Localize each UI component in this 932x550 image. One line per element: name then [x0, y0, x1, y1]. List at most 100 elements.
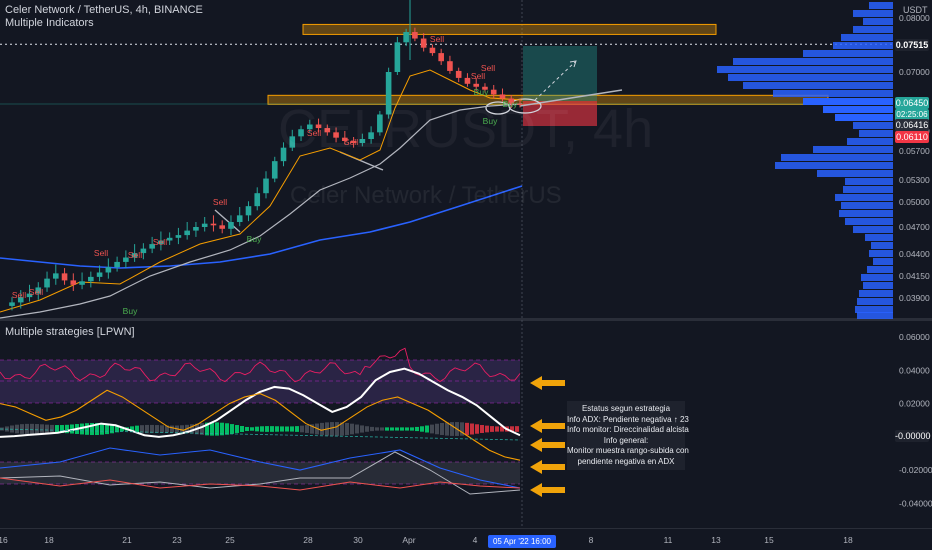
osc-histogram-bar	[275, 426, 279, 432]
candle-body	[88, 276, 94, 282]
candle-body	[464, 77, 471, 84]
indicators-label[interactable]: Multiple Indicators	[5, 17, 94, 29]
candle-body	[482, 86, 488, 90]
sell-signal: Sell	[344, 137, 358, 147]
osc-histogram-bar	[475, 424, 479, 434]
pane2-label[interactable]: Multiple strategies [LPWN]	[5, 326, 135, 338]
time-tick-label: 11	[664, 535, 673, 545]
buy-signal: Buy	[483, 116, 498, 126]
candle-body	[175, 235, 182, 238]
osc-histogram-bar	[450, 422, 454, 436]
osc-histogram-bar	[420, 426, 424, 432]
sell-signal: Sell	[471, 71, 485, 81]
price-tick-label: 0.04700	[899, 222, 930, 232]
candle-body	[219, 225, 226, 229]
volume-profile-bar	[869, 2, 893, 9]
candle-body	[359, 139, 366, 143]
time-tick-label: 18	[843, 535, 853, 545]
candle-body	[377, 114, 383, 133]
candle-body	[52, 273, 59, 279]
time-tick-label: Apr	[402, 535, 415, 545]
time-tick-label: 21	[122, 535, 132, 545]
osc-histogram-bar	[345, 422, 349, 436]
osc-histogram-bar	[390, 427, 394, 431]
osc-histogram-bar	[255, 426, 259, 432]
candle-body	[298, 129, 304, 137]
osc-histogram-bar	[515, 426, 519, 432]
crosshair-time: 16:00	[530, 537, 552, 546]
osc-histogram-bar	[220, 422, 224, 436]
volume-profile-bar	[843, 186, 893, 193]
osc-histogram-bar	[150, 424, 154, 434]
osc-histogram-bar	[490, 426, 494, 432]
osc-histogram-bar	[285, 426, 289, 432]
osc-histogram-bar	[385, 427, 389, 431]
osc-histogram-bar	[60, 425, 64, 433]
osc-histogram-bar	[115, 425, 119, 433]
candle-body	[280, 147, 287, 162]
candle-body	[394, 42, 401, 72]
sell-signal: Sell	[213, 197, 227, 207]
osc-histogram-bar	[55, 425, 59, 433]
osc-histogram-bar	[270, 426, 274, 432]
candles	[9, 0, 523, 311]
osc-histogram-bar	[405, 427, 409, 431]
time-tick-label: 8	[589, 535, 594, 545]
osc-histogram-bar	[30, 423, 34, 435]
osc-histogram-bar	[435, 423, 439, 435]
candle-body	[271, 161, 278, 179]
volume-profile-bar	[803, 98, 893, 105]
osc-histogram-bar	[335, 422, 339, 436]
time-tick-label: 15	[764, 535, 774, 545]
osc-zero-line	[0, 428, 521, 441]
osc-histogram-bar	[370, 426, 374, 432]
candle-body	[70, 280, 77, 285]
callout-line-4: Info general:	[603, 435, 649, 445]
price-tick-label: 0.07000	[899, 67, 930, 77]
price-tick-label: 0.05700	[899, 146, 930, 156]
osc-histogram-bar	[330, 422, 334, 436]
time-tick-label: 30	[353, 535, 363, 545]
grid	[0, 0, 932, 529]
candle-body	[184, 230, 190, 236]
candle-body	[9, 302, 15, 306]
symbol-title[interactable]: Celer Network / TetherUS, 4h, BINANCE	[5, 4, 203, 16]
callout-line-2: Info ADX: Pendiente negativa ↑ 23	[567, 414, 689, 424]
candle-body	[429, 47, 436, 54]
candle-body	[289, 136, 296, 148]
candle-body	[96, 272, 103, 277]
osc-histogram-bar	[135, 425, 139, 433]
crosshair-date: 05 Apr '22	[492, 537, 529, 546]
callout-line-5: Monitor muestra rango-subida con	[567, 446, 689, 455]
volume-profile-bar	[835, 114, 893, 121]
buy-signal: Buy	[247, 234, 262, 244]
oscillator	[0, 347, 565, 497]
high-price-tag: 0.07515	[895, 39, 929, 51]
candle-body	[306, 124, 313, 130]
volume-profile-bar	[863, 282, 893, 289]
osc-histogram-bar	[445, 422, 449, 436]
pane-separator	[0, 318, 932, 321]
osc-histogram-bar	[355, 424, 359, 434]
candle-body	[210, 223, 217, 226]
buy-signal: Buy	[123, 306, 138, 316]
volume-profile-bar	[853, 226, 893, 233]
candle-body	[499, 94, 506, 99]
osc-histogram-bar	[200, 423, 204, 435]
volume-profile-bar	[853, 10, 893, 17]
osc-histogram-bar	[425, 425, 429, 433]
osc-histogram-bar	[250, 427, 254, 431]
zones	[0, 23, 893, 233]
candle-body	[149, 244, 155, 249]
osc-histogram-bar	[120, 426, 124, 432]
osc-histogram-bar	[180, 425, 184, 433]
candle-body	[350, 141, 357, 143]
highlight-ellipse-2	[485, 101, 511, 115]
osc-lower-band	[0, 462, 520, 484]
osc-tick-label: -0.02000	[899, 465, 932, 475]
annotation-arrow	[530, 483, 565, 497]
sell-signal: Sell	[153, 237, 167, 247]
resistance-zone	[302, 23, 717, 35]
osc-histogram-bar	[265, 426, 269, 432]
